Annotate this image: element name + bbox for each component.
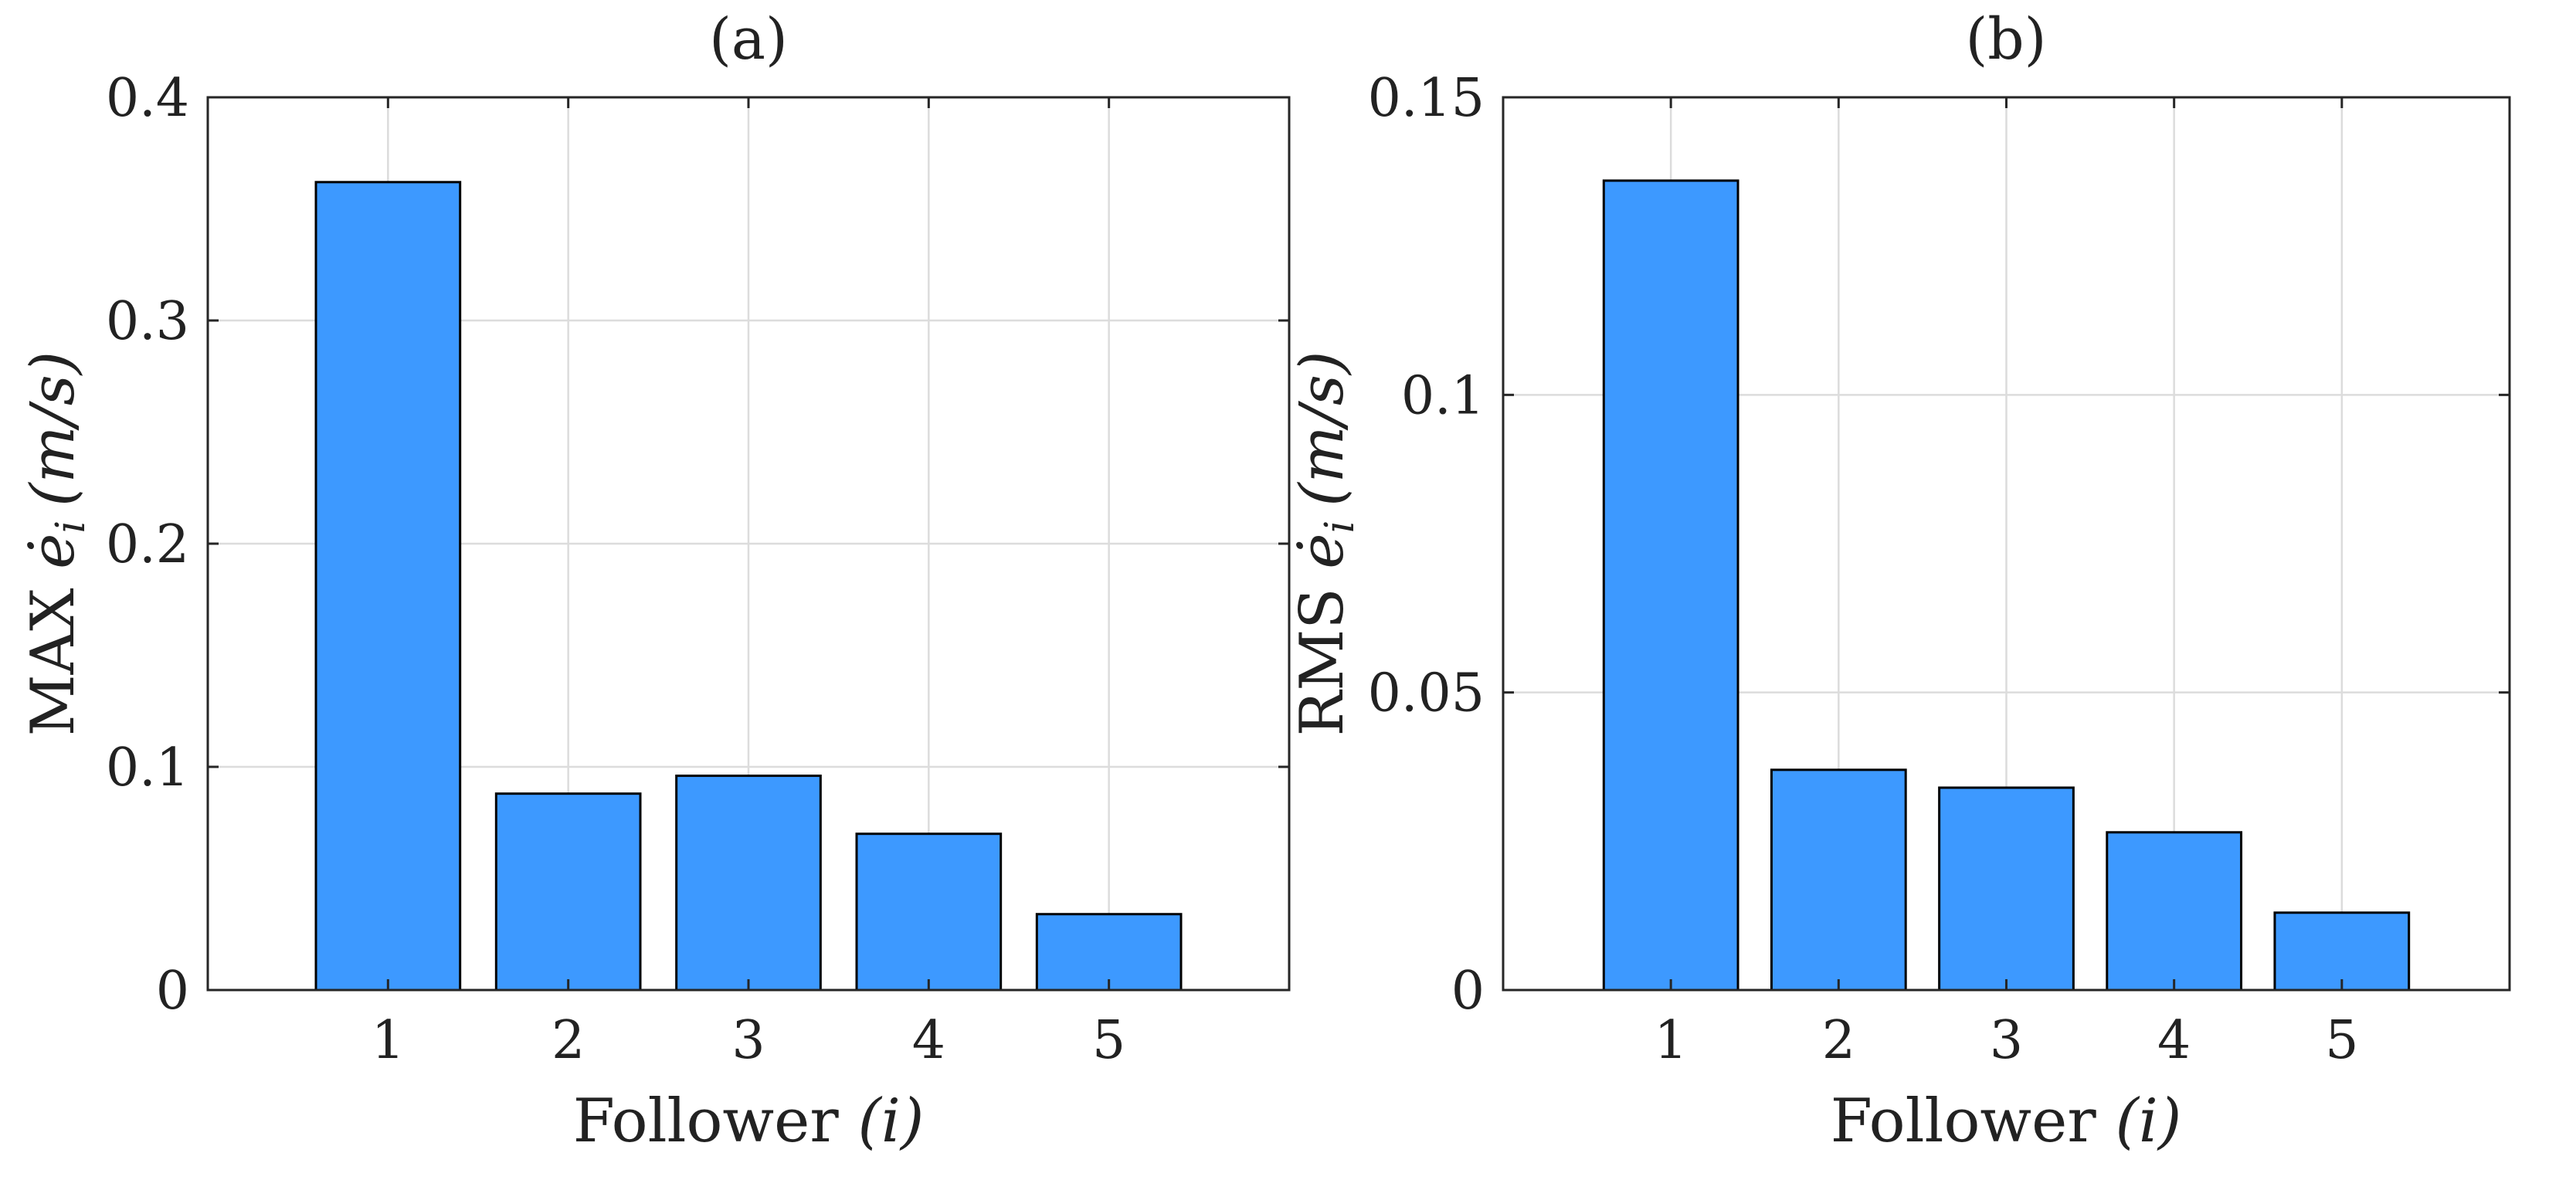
y-label-subscript-b: i: [1317, 520, 1363, 534]
y-axis-label-b: RMS ėi (m/s): [1288, 351, 1363, 737]
bar-b-follower-5: [2273, 911, 2411, 992]
x-tick-label-b: 1: [1655, 1010, 1688, 1071]
bar-a-follower-2: [494, 792, 642, 992]
y-tick-label-b: 0.1: [1401, 365, 1485, 426]
x-axis-label-a: Follower (i): [573, 1087, 925, 1156]
y-tick-label-b: 0.15: [1368, 68, 1485, 129]
bar-a-follower-5: [1035, 913, 1183, 992]
bar-b-follower-1: [1602, 179, 1739, 992]
y-label-text-b: RMS: [1288, 588, 1357, 736]
y-label-subscript-a: i: [48, 520, 94, 534]
x-axis-label-b: Follower (i): [1831, 1087, 2182, 1156]
x-tick-label-a: 2: [552, 1010, 585, 1071]
y-label-unit-a: (m/s): [19, 351, 88, 507]
y-label-symbol-b: ė: [1288, 533, 1357, 568]
bar-a-follower-1: [314, 181, 462, 992]
x-ticks-a: 1 2 3 4 5: [372, 97, 1125, 1071]
chart-panel-a: 0 0.1 0.2 0.3 0.4 1 2 3 4 5 (a) Follower (i) MAX…: [19, 6, 1291, 1156]
bars-a: [314, 181, 1183, 992]
y-ticks-b: 0 0.05 0.1 0.15: [1368, 68, 2510, 1022]
x-tick-label-b: 2: [1822, 1010, 1855, 1071]
y-label-symbol-a: ė: [19, 534, 88, 569]
y-tick-label-b: 0.05: [1368, 663, 1485, 724]
y-tick-label-a: 0.4: [106, 68, 189, 129]
x-ticks-b: 1 2 3 4 5: [1655, 97, 2358, 1071]
x-tick-label-b: 4: [2157, 1010, 2191, 1071]
x-tick-label-a: 5: [1092, 1010, 1125, 1071]
y-tick-label-a: 0: [156, 961, 189, 1022]
y-label-text-a: MAX: [19, 588, 88, 736]
x-label-text-b: Follower: [1831, 1087, 2097, 1156]
bar-b-follower-3: [1938, 786, 2075, 992]
bar-b-follower-4: [2106, 831, 2243, 992]
bar-a-follower-3: [675, 775, 822, 992]
y-tick-label-a: 0.3: [106, 291, 189, 352]
x-label-var-b: (i): [2115, 1087, 2181, 1156]
y-ticks-a: 0 0.1 0.2 0.3 0.4: [106, 68, 1289, 1022]
chart-panel-b: 0 0.05 0.1 0.15 1 2 3 4 5 (b) Follower (i) RMS …: [1288, 6, 2511, 1156]
y-tick-label-a: 0.2: [106, 514, 189, 575]
bars-b: [1602, 179, 2411, 992]
bar-a-follower-4: [855, 832, 1003, 992]
bar-b-follower-2: [1770, 768, 1907, 992]
y-tick-label-a: 0.1: [106, 738, 189, 799]
y-tick-label-b: 0: [1451, 961, 1485, 1022]
x-label-text-a: Follower: [573, 1087, 840, 1156]
y-label-unit-b: (m/s): [1288, 351, 1357, 507]
x-tick-label-a: 4: [912, 1010, 945, 1071]
x-tick-label-b: 3: [1990, 1010, 2023, 1071]
x-tick-label-b: 5: [2325, 1010, 2358, 1071]
x-tick-label-a: 3: [731, 1010, 765, 1071]
chart-title-b: (b): [1965, 6, 2046, 73]
y-axis-label-a: MAX ėi (m/s): [19, 351, 94, 736]
x-label-var-a: (i): [857, 1087, 924, 1156]
x-tick-label-a: 1: [372, 1010, 405, 1071]
chart-title-a: (a): [709, 6, 788, 73]
